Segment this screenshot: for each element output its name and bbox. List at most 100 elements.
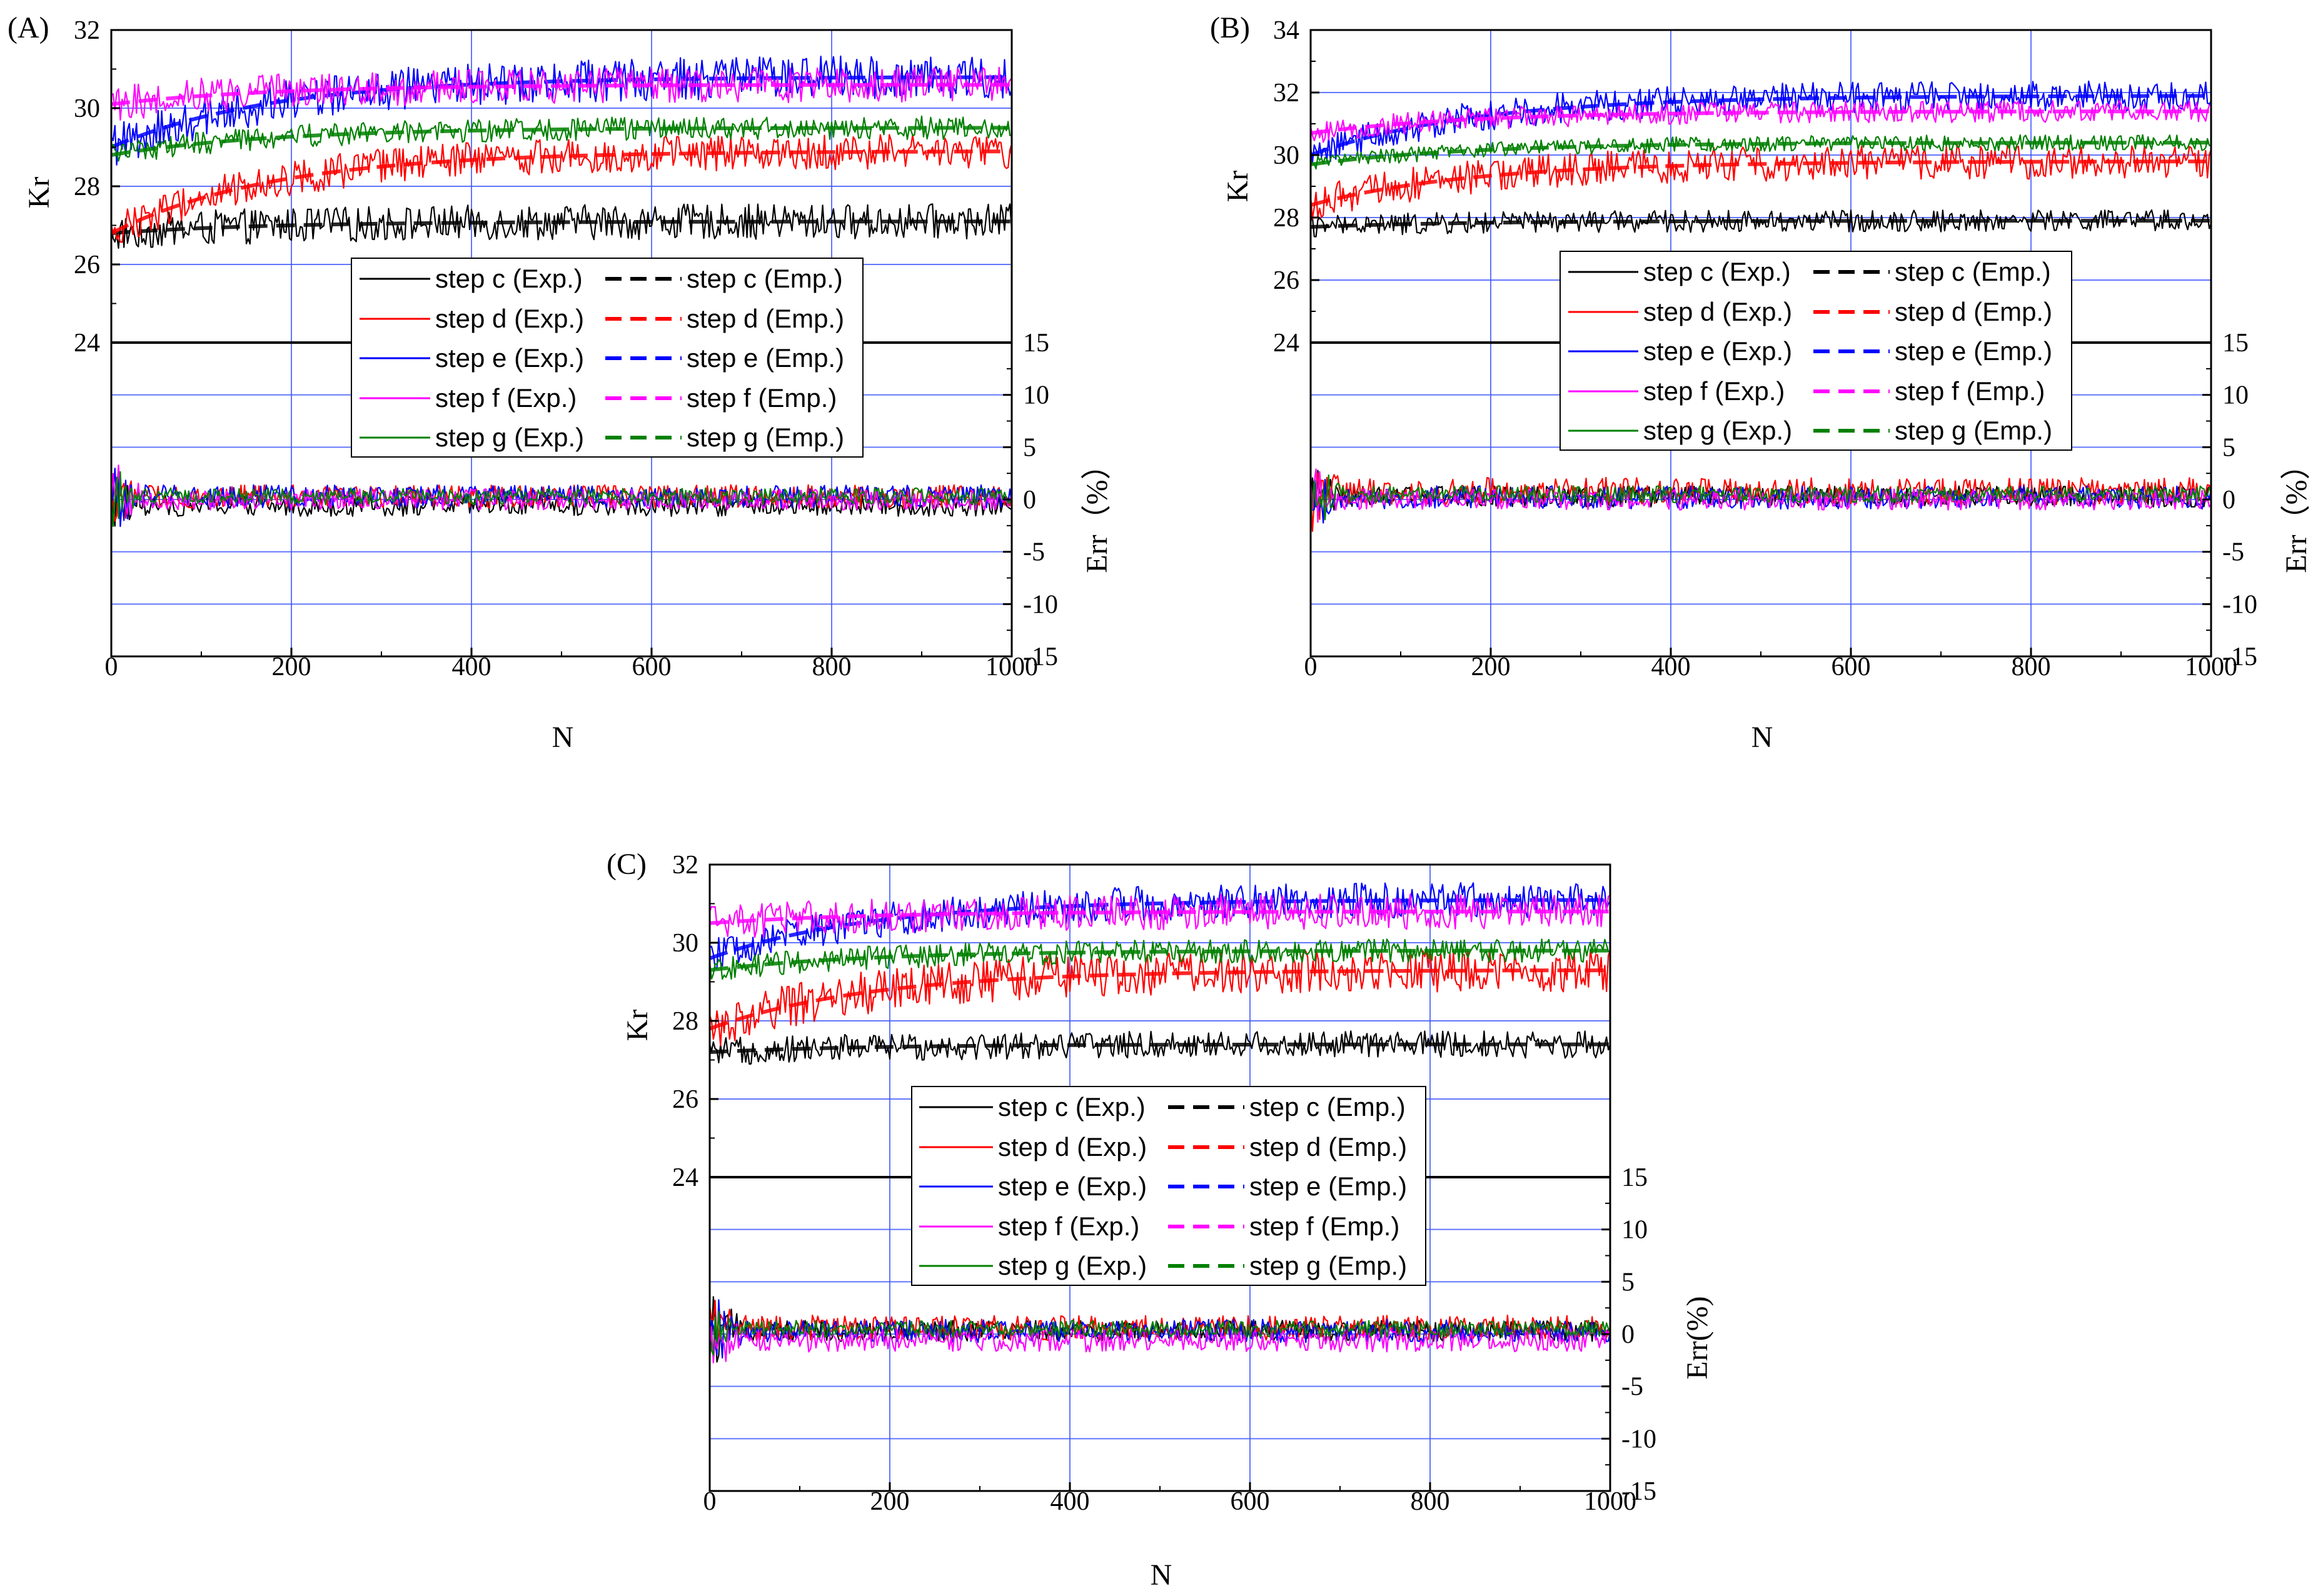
panel-a-axes: 0 200 400 600 800 1000 24 26 28 30 32 15 10 5 0 -5 -10 -1… bbox=[74, 16, 1058, 681]
legend-label-exp-f: step f (Exp.) bbox=[1643, 376, 1785, 406]
err-tick-label: 15 bbox=[1621, 1163, 1648, 1192]
err-tick-label: -15 bbox=[1023, 643, 1058, 671]
legend-label-exp-d: step d (Exp.) bbox=[998, 1132, 1147, 1162]
kr-tick-label: 32 bbox=[1273, 79, 1299, 108]
err-tick-label: 0 bbox=[1621, 1320, 1635, 1349]
kr-emp-line-step-f bbox=[709, 910, 1610, 925]
x-tick-label: 200 bbox=[272, 653, 311, 681]
panel-c-x-axis-title: N bbox=[1151, 1558, 1172, 1592]
kr-tick-label: 26 bbox=[74, 251, 100, 279]
err-tick-label: -10 bbox=[1621, 1425, 1656, 1453]
panel-c: (C) 0 200 400 600 800 1000 24 26 28 30 32 15 10 5 0 -5 -… bbox=[607, 848, 1714, 1592]
panel-b-x-axis-title: N bbox=[1751, 721, 1773, 754]
kr-emp-line-step-c bbox=[1310, 219, 2211, 229]
kr-exp-line-step-c bbox=[1309, 209, 2212, 238]
kr-tick-label: 24 bbox=[672, 1163, 698, 1192]
legend-row: step e (Exp.) step e (Emp.) bbox=[360, 343, 844, 373]
legend-label-emp-d: step d (Emp.) bbox=[1895, 297, 2052, 326]
legend-label-emp-c: step c (Emp.) bbox=[1249, 1092, 1406, 1122]
legend-row: step g (Exp.) step g (Emp.) bbox=[360, 423, 844, 452]
kr-tick-label: 34 bbox=[1273, 16, 1299, 45]
x-tick-label: 600 bbox=[1231, 1487, 1270, 1516]
legend-label-exp-e: step e (Exp.) bbox=[998, 1172, 1147, 1201]
x-tick-label: 1000 bbox=[1584, 1487, 1636, 1516]
kr-emp-line-step-g bbox=[709, 948, 1610, 972]
err-line-step-e bbox=[110, 468, 1013, 528]
legend-row: step c (Exp.) step c (Emp.) bbox=[1568, 257, 2051, 286]
legend-row: step f (Exp.) step f (Emp.) bbox=[1568, 376, 2045, 406]
legend-label-emp-g: step g (Emp.) bbox=[1895, 416, 2052, 445]
legend-row: step g (Exp.) step g (Emp.) bbox=[1568, 416, 2052, 445]
panel-a: (A) 0 200 400 600 800 1000 24 26 28 30 32 15 10 5 0 -5 -… bbox=[8, 11, 1114, 754]
legend-label-emp-c: step c (Emp.) bbox=[1895, 257, 2051, 286]
kr-tick-label: 30 bbox=[74, 94, 100, 123]
kr-tick-label: 28 bbox=[672, 1007, 698, 1036]
legend-label-emp-e: step e (Emp.) bbox=[687, 343, 844, 373]
err-tick-label: 15 bbox=[2222, 329, 2249, 358]
kr-emp-line-step-d bbox=[1310, 159, 2211, 207]
legend-row: step g (Exp.) step g (Emp.) bbox=[919, 1251, 1407, 1280]
legend-row: step d (Exp.) step d (Emp.) bbox=[1568, 297, 2052, 326]
kr-tick-label: 30 bbox=[1273, 141, 1299, 170]
kr-tick-label: 30 bbox=[672, 929, 698, 958]
err-tick-label: 0 bbox=[2222, 486, 2235, 514]
legend-label-emp-f: step f (Emp.) bbox=[1249, 1212, 1399, 1241]
legend-label-exp-d: step d (Exp.) bbox=[435, 304, 584, 333]
x-tick-label: 600 bbox=[1832, 653, 1871, 681]
err-tick-label: 5 bbox=[1023, 433, 1036, 462]
kr-emp-line-step-d bbox=[110, 149, 1012, 235]
legend-row: step c (Exp.) step c (Emp.) bbox=[360, 264, 843, 293]
err-tick-label: 15 bbox=[1023, 329, 1049, 358]
err-tick-label: -10 bbox=[1023, 590, 1058, 619]
x-tick-label: 0 bbox=[703, 1487, 717, 1516]
legend-label-emp-e: step e (Emp.) bbox=[1249, 1172, 1407, 1201]
legend-row: step f (Exp.) step f (Emp.) bbox=[919, 1212, 1399, 1241]
kr-tick-label: 28 bbox=[1273, 204, 1299, 233]
panel-b-legend: step c (Exp.) step c (Emp.) step d (Exp.… bbox=[1560, 251, 2072, 451]
legend-row: step f (Exp.) step f (Emp.) bbox=[360, 383, 837, 413]
x-tick-label: 400 bbox=[1051, 1487, 1090, 1516]
kr-exp-line-step-d bbox=[110, 134, 1013, 243]
legend-label-emp-c: step c (Emp.) bbox=[687, 264, 843, 293]
err-tick-label: -5 bbox=[1621, 1373, 1643, 1402]
kr-exp-line-step-g bbox=[708, 938, 1611, 980]
x-tick-label: 600 bbox=[632, 653, 672, 681]
kr-tick-label: 32 bbox=[74, 16, 100, 45]
legend-label-exp-f: step f (Exp.) bbox=[435, 383, 577, 413]
err-tick-label: 0 bbox=[1023, 486, 1036, 514]
err-line-step-f bbox=[1309, 468, 2212, 523]
legend-label-emp-g: step g (Emp.) bbox=[687, 423, 844, 452]
kr-tick-label: 26 bbox=[672, 1085, 698, 1114]
kr-exp-line-step-d bbox=[1309, 144, 2212, 220]
panel-c-label: (C) bbox=[607, 848, 647, 881]
panel-a-legend: step c (Exp.) step c (Emp.) step d (Exp.… bbox=[351, 258, 864, 458]
kr-exp-line-step-c bbox=[110, 203, 1013, 249]
legend-row: step d (Exp.) step d (Emp.) bbox=[919, 1132, 1407, 1162]
kr-emp-line-step-e bbox=[110, 75, 1012, 149]
legend-label-exp-f: step f (Exp.) bbox=[998, 1212, 1139, 1241]
kr-exp-line-step-g bbox=[1309, 134, 2212, 170]
panel-b: (B) 0 200 400 600 800 1000 24 26 28 30 32 34 15 10 5 0 -… bbox=[1210, 11, 2313, 754]
err-line-step-f bbox=[708, 1323, 1611, 1363]
kr-exp-line-step-e bbox=[709, 881, 1611, 970]
kr-exp-line-step-e bbox=[111, 55, 1013, 166]
kr-exp-line-step-f bbox=[1309, 99, 2212, 143]
kr-emp-line-step-c bbox=[709, 1042, 1610, 1054]
err-tick-label: -15 bbox=[2222, 643, 2257, 671]
kr-tick-label: 28 bbox=[74, 173, 100, 201]
panel-b-label: (B) bbox=[1210, 11, 1250, 44]
legend-label-exp-e: step e (Exp.) bbox=[1643, 336, 1792, 366]
panel-c-err-axis-title: Err(%) bbox=[1681, 1296, 1714, 1379]
x-tick-label: 1000 bbox=[2185, 653, 2237, 681]
err-tick-label: 10 bbox=[1023, 381, 1049, 410]
x-tick-label: 800 bbox=[2012, 653, 2051, 681]
legend-row: step d (Exp.) step d (Emp.) bbox=[360, 304, 844, 333]
err-line-step-g bbox=[1309, 474, 2212, 526]
kr-emp-line-step-d bbox=[709, 968, 1610, 1031]
panel-a-series bbox=[110, 55, 1013, 528]
legend-row: step c (Exp.) step c (Emp.) bbox=[919, 1092, 1406, 1122]
panel-a-label: (A) bbox=[8, 11, 49, 44]
legend-label-emp-f: step f (Emp.) bbox=[687, 383, 837, 413]
kr-tick-label: 24 bbox=[1273, 329, 1299, 358]
